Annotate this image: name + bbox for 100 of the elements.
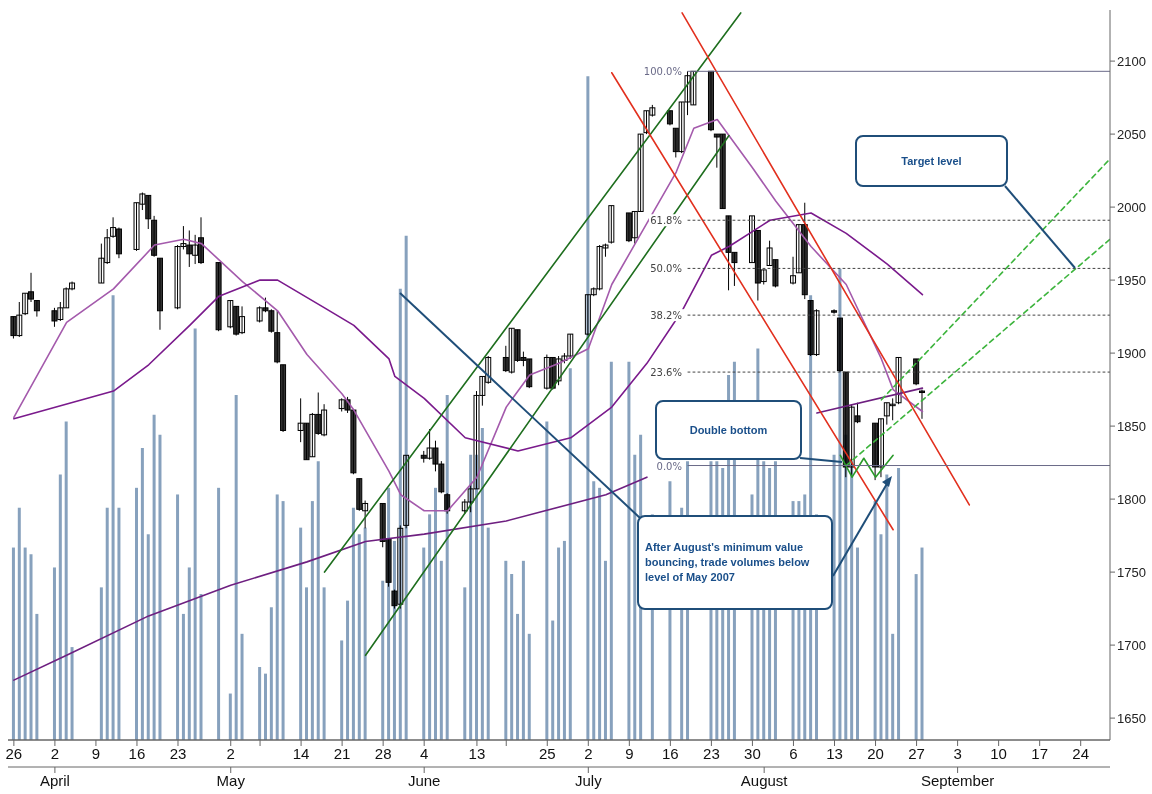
y-tick-label: 1900 bbox=[1117, 345, 1146, 361]
bar bbox=[135, 487, 139, 740]
bar bbox=[158, 434, 162, 740]
bar bbox=[99, 587, 103, 740]
bar bbox=[914, 574, 918, 740]
y-tick-label: 1800 bbox=[1117, 491, 1146, 507]
bar bbox=[486, 527, 490, 740]
bar bbox=[217, 487, 221, 740]
bar bbox=[527, 633, 531, 740]
x-tick-label: 14 bbox=[292, 744, 310, 762]
x-tick-label: 21 bbox=[333, 744, 351, 762]
bar bbox=[891, 633, 895, 740]
bar bbox=[17, 507, 21, 740]
x-tick-label: 30 bbox=[744, 744, 761, 762]
bar bbox=[832, 454, 836, 740]
bar bbox=[363, 527, 367, 740]
x-tick-label: 9 bbox=[91, 744, 101, 762]
bar bbox=[187, 567, 191, 740]
bar bbox=[228, 693, 232, 740]
bar bbox=[627, 361, 631, 740]
bar bbox=[609, 361, 613, 740]
bar bbox=[117, 507, 121, 740]
x-tick-label: 9 bbox=[625, 744, 634, 762]
y-tick-label: 1650 bbox=[1117, 710, 1146, 726]
x-tick-label: 13 bbox=[826, 744, 843, 762]
bar bbox=[381, 580, 385, 740]
bar bbox=[64, 421, 68, 740]
y-tick-label: 2100 bbox=[1117, 53, 1146, 69]
bar bbox=[633, 454, 637, 740]
x-tick-label: 20 bbox=[867, 744, 884, 762]
x-tick-label: 17 bbox=[1031, 744, 1048, 762]
bar bbox=[873, 501, 877, 740]
bar bbox=[562, 540, 566, 740]
bar bbox=[856, 547, 860, 740]
bar bbox=[316, 461, 320, 740]
bar bbox=[398, 288, 402, 740]
bar bbox=[463, 587, 467, 740]
series-label: 38.2% bbox=[650, 310, 682, 322]
bar bbox=[29, 554, 33, 740]
bar bbox=[105, 507, 109, 740]
bar bbox=[392, 540, 396, 740]
x-tick-label: 28 bbox=[374, 744, 392, 762]
bar bbox=[340, 640, 344, 740]
bar bbox=[521, 560, 525, 740]
y-tick-label: 2050 bbox=[1117, 126, 1146, 142]
bar bbox=[850, 461, 854, 740]
bar bbox=[897, 467, 901, 740]
bar bbox=[879, 534, 883, 740]
bar bbox=[568, 368, 572, 740]
bar bbox=[70, 647, 74, 740]
bar bbox=[52, 567, 56, 740]
bar bbox=[551, 620, 555, 740]
series-label: 23.6% bbox=[650, 367, 682, 379]
candlestick bbox=[403, 454, 410, 529]
bar bbox=[357, 534, 361, 740]
x2-tick-label: June bbox=[407, 771, 441, 789]
x-tick-label: 3 bbox=[953, 744, 962, 762]
y-tick-label: 1950 bbox=[1117, 272, 1146, 288]
bar bbox=[199, 594, 203, 740]
y-tick-label: 1750 bbox=[1117, 564, 1146, 580]
x-tick-label: 26 bbox=[5, 744, 23, 762]
candlestick bbox=[444, 492, 451, 515]
bar bbox=[557, 547, 561, 740]
y-tick-label: 1850 bbox=[1117, 418, 1146, 434]
bar bbox=[152, 414, 156, 740]
bar bbox=[146, 534, 150, 740]
bar bbox=[176, 494, 180, 740]
annotation: Target level bbox=[901, 153, 962, 169]
bar bbox=[181, 613, 185, 740]
bar bbox=[281, 501, 285, 740]
bar bbox=[275, 494, 279, 740]
bar bbox=[11, 547, 15, 740]
bar bbox=[469, 454, 473, 740]
y-tick-label: 2000 bbox=[1117, 199, 1146, 215]
bar bbox=[351, 507, 355, 740]
x-tick-label: 27 bbox=[908, 744, 925, 762]
candlestick bbox=[919, 389, 925, 420]
bar bbox=[258, 667, 262, 740]
series-label: 61.8% bbox=[650, 215, 682, 227]
bar bbox=[504, 560, 508, 740]
series-label: 50.0% bbox=[650, 263, 682, 275]
bar bbox=[445, 394, 449, 740]
x2-tick-label: May bbox=[216, 771, 246, 789]
bar bbox=[35, 613, 39, 740]
candlestick bbox=[790, 256, 797, 285]
bar bbox=[422, 547, 426, 740]
bar bbox=[428, 514, 432, 740]
bar bbox=[299, 527, 303, 740]
bar bbox=[193, 328, 197, 740]
bar bbox=[322, 587, 326, 740]
bar bbox=[269, 607, 273, 740]
bar bbox=[433, 487, 437, 740]
x-tick-label: 13 bbox=[468, 744, 486, 762]
x-tick-label: 16 bbox=[128, 744, 146, 762]
bar bbox=[23, 547, 27, 740]
series-label: 100.0% bbox=[643, 66, 682, 78]
candlestick bbox=[831, 308, 838, 315]
bar bbox=[475, 454, 479, 740]
bar bbox=[234, 394, 238, 740]
x-tick-label: 6 bbox=[789, 744, 798, 762]
